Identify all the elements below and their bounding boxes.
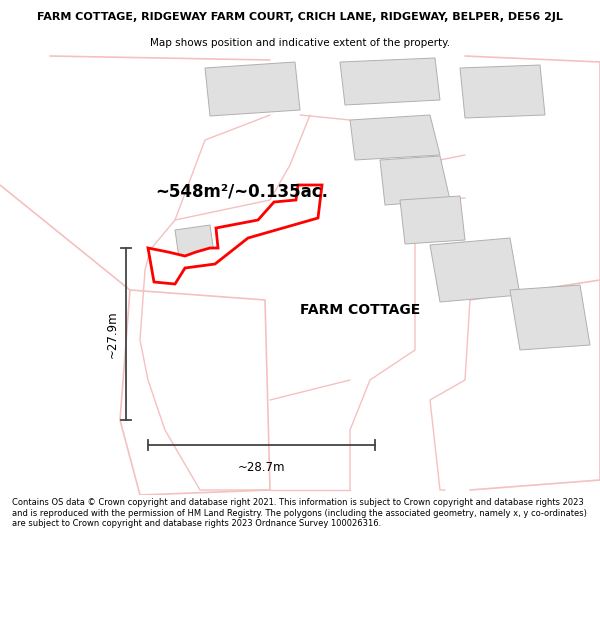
Polygon shape — [148, 185, 322, 284]
Polygon shape — [460, 65, 545, 118]
Text: ~27.9m: ~27.9m — [106, 310, 119, 358]
Polygon shape — [175, 225, 215, 265]
Polygon shape — [350, 115, 440, 160]
Text: Contains OS data © Crown copyright and database right 2021. This information is : Contains OS data © Crown copyright and d… — [12, 498, 587, 528]
Text: ~548m²/~0.135ac.: ~548m²/~0.135ac. — [155, 183, 328, 201]
Polygon shape — [430, 238, 520, 302]
Polygon shape — [510, 285, 590, 350]
Polygon shape — [340, 58, 440, 105]
Polygon shape — [400, 196, 465, 244]
Text: FARM COTTAGE, RIDGEWAY FARM COURT, CRICH LANE, RIDGEWAY, BELPER, DE56 2JL: FARM COTTAGE, RIDGEWAY FARM COURT, CRICH… — [37, 11, 563, 21]
Text: Map shows position and indicative extent of the property.: Map shows position and indicative extent… — [150, 38, 450, 48]
Polygon shape — [205, 62, 300, 116]
Text: ~28.7m: ~28.7m — [238, 461, 285, 474]
Polygon shape — [380, 156, 450, 205]
Text: FARM COTTAGE: FARM COTTAGE — [300, 303, 420, 317]
